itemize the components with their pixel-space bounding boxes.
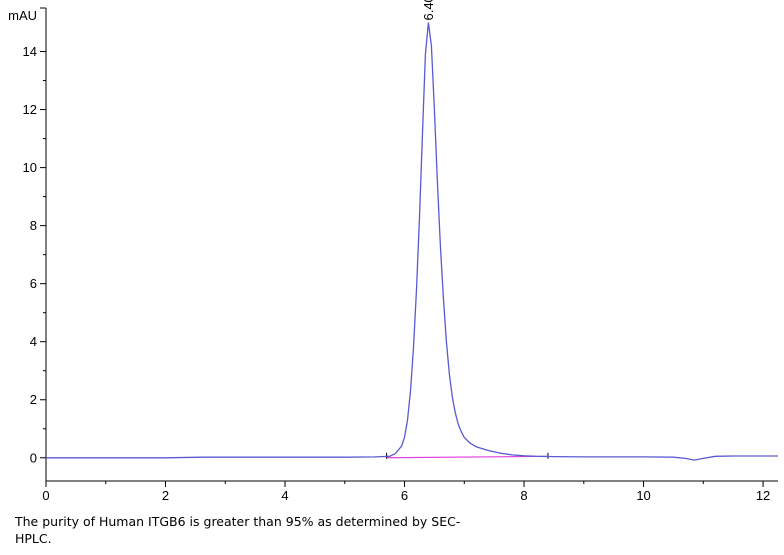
integration-baseline — [386, 455, 548, 459]
y-tick-label: 14 — [23, 44, 37, 59]
x-tick-label: 6 — [401, 488, 408, 503]
y-axis-unit-label: mAU — [8, 8, 37, 23]
y-tick-label: 8 — [30, 218, 37, 233]
x-tick-label: 2 — [162, 488, 169, 503]
x-tick-label: 4 — [281, 488, 288, 503]
y-tick-label: 0 — [30, 450, 37, 465]
y-tick-label: 10 — [23, 160, 37, 175]
y-tick-label: 12 — [23, 102, 37, 117]
x-axis-ticks: 0 2 4 6 8 10 12 — [42, 481, 770, 503]
y-axis-ticks: 0 2 4 6 8 10 12 14 — [23, 44, 46, 465]
chromatogram-trace — [46, 22, 778, 461]
y-tick-label: 4 — [30, 334, 37, 349]
x-tick-label: 12 — [756, 488, 770, 503]
y-tick-label: 6 — [30, 276, 37, 291]
x-tick-label: 8 — [520, 488, 527, 503]
x-tick-label: 10 — [636, 488, 650, 503]
chromatogram-chart: 0 2 4 6 8 10 12 14 0 2 4 6 8 10 12 mAU 6.406 — [8, 0, 778, 503]
x-tick-label: 0 — [42, 488, 49, 503]
figure-caption: The purity of Human ITGB6 is greater tha… — [15, 514, 461, 546]
peak-label: 6.406 — [421, 0, 436, 21]
y-tick-label: 2 — [30, 392, 37, 407]
